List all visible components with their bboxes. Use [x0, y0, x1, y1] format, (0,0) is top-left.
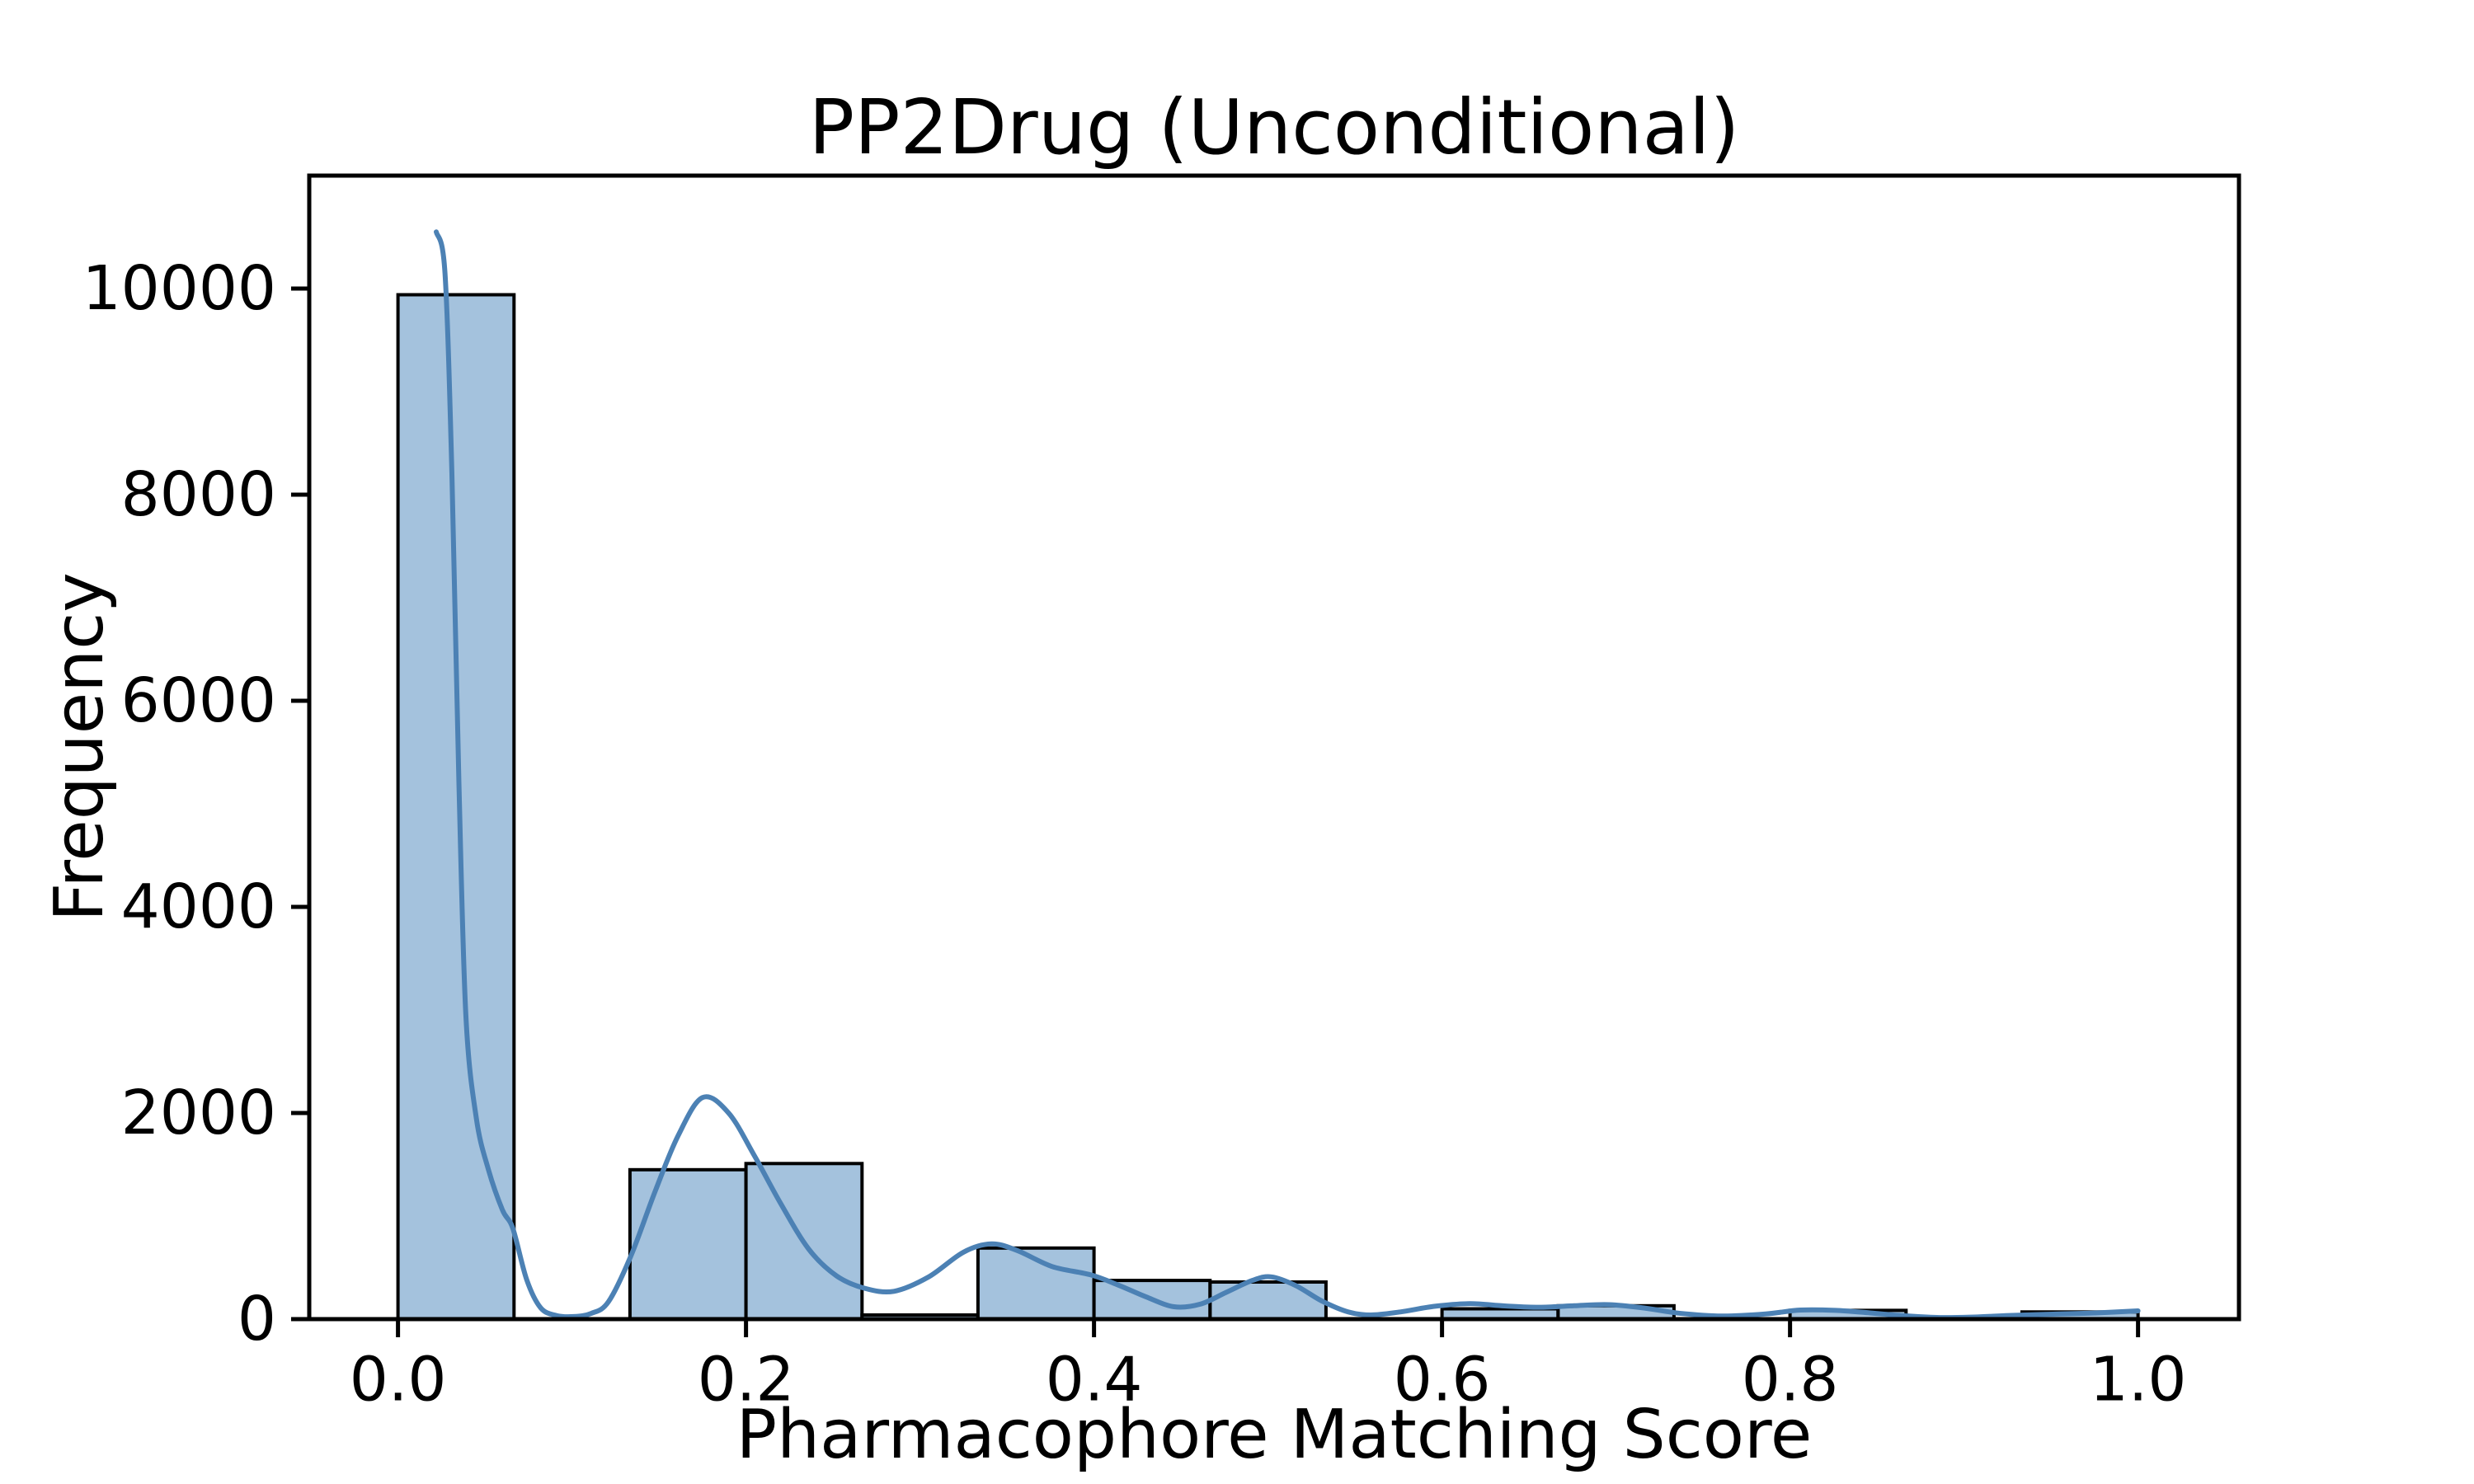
- plot-border: [307, 173, 2241, 1322]
- chart-title: PP2Drug (Unconditional): [808, 83, 1740, 171]
- histogram-bar: [396, 293, 516, 1321]
- x-tick-label: 0.2: [698, 1344, 795, 1415]
- y-tick-label: 10000: [82, 253, 276, 324]
- y-tick-label: 8000: [121, 459, 276, 530]
- y-tick-label: 6000: [121, 665, 276, 736]
- x-tick-label: 0.6: [1394, 1344, 1491, 1415]
- y-tick-label: 4000: [121, 871, 276, 942]
- histogram-bar: [1208, 1280, 1328, 1321]
- y-axis-label: Frequency: [40, 572, 119, 922]
- histogram-bar: [628, 1167, 748, 1322]
- kde-curve: [434, 229, 2141, 1321]
- y-tick-label: 2000: [121, 1078, 276, 1148]
- x-tick-label: 0.8: [1742, 1344, 1839, 1415]
- x-tick-label: 0.4: [1046, 1344, 1143, 1415]
- y-tick-label: 0: [238, 1284, 276, 1355]
- x-axis-ticks: 0.0 0.2 0.4 0.6 0.8 1.0: [350, 1319, 2187, 1415]
- histogram-bars: [396, 293, 2140, 1322]
- x-tick-label: 0.0: [350, 1344, 447, 1415]
- y-axis-ticks: 0 2000 4000 6000 8000 10000: [82, 253, 309, 1355]
- x-tick-label: 1.0: [2090, 1344, 2187, 1415]
- x-axis-label: Pharmacophore Matching Score: [736, 1396, 1813, 1474]
